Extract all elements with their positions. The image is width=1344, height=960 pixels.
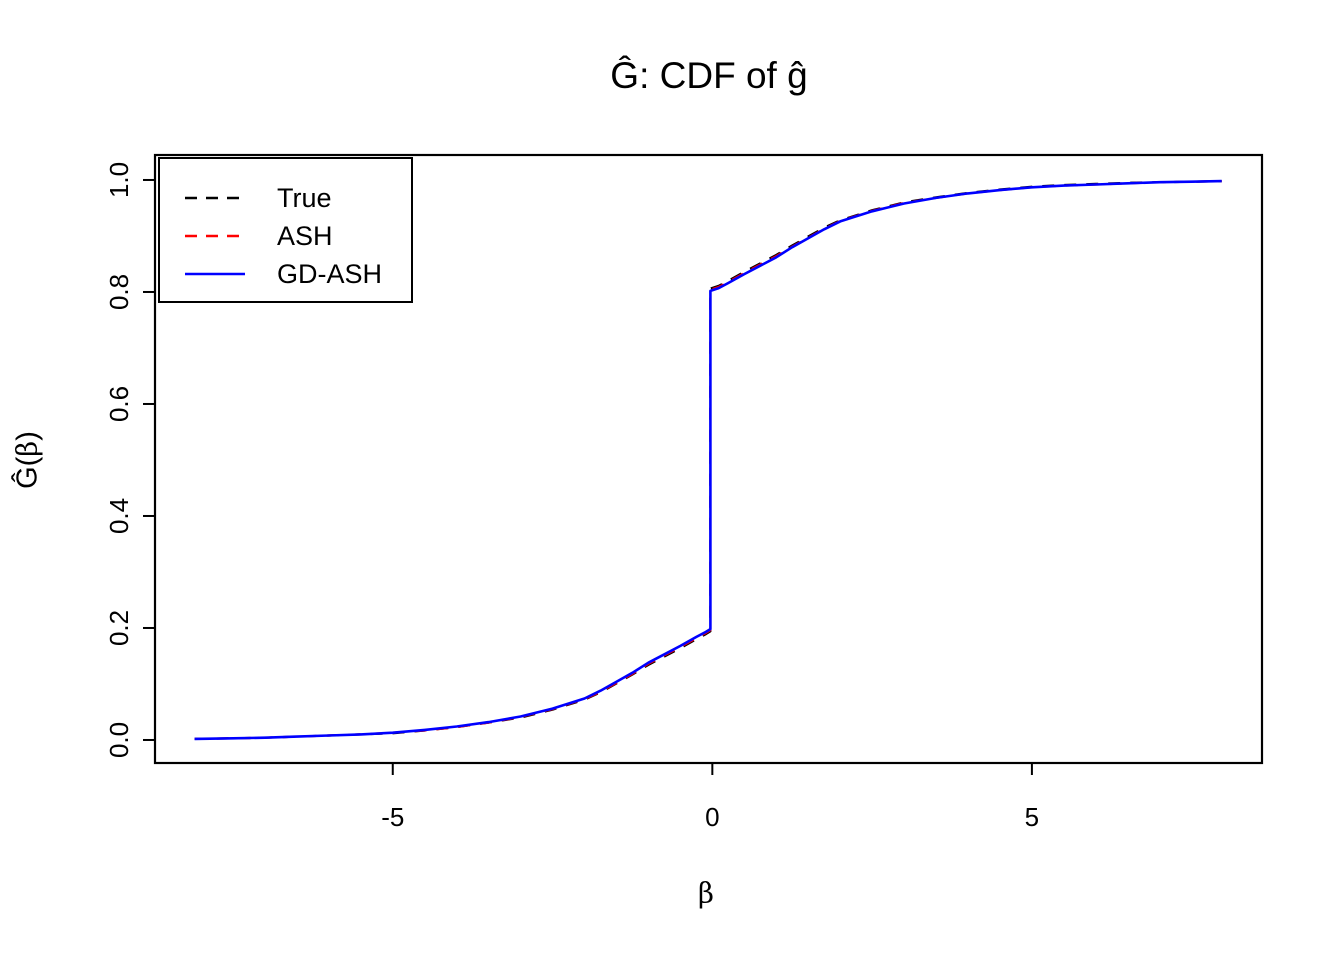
legend-item-true: True: [160, 179, 411, 217]
legend-label: GD-ASH: [277, 258, 383, 289]
legend-rows: True ASH GD-ASH: [160, 179, 411, 293]
legend-line-sample: [185, 272, 245, 276]
axis-ticks: [143, 178, 1033, 775]
y-tick-label: 0.0: [104, 722, 134, 758]
plot-box: [153, 153, 1264, 765]
legend-line-sample: [185, 234, 245, 238]
plot-frame: [153, 153, 1264, 765]
x-tick-label: 0: [705, 802, 719, 832]
x-tick-label: -5: [381, 802, 404, 832]
legend-item-gd-ash: GD-ASH: [160, 255, 411, 293]
y-tick-label: 0.6: [104, 386, 134, 422]
y-tick-label: 0.8: [104, 274, 134, 310]
beta-symbol: β: [698, 877, 714, 910]
x-axis-label: β: [698, 878, 714, 911]
legend: True ASH GD-ASH: [158, 157, 413, 303]
legend-item-ash: ASH: [160, 217, 411, 255]
cdf-curves: [194, 179, 1222, 741]
legend-label: ASH: [277, 220, 333, 251]
y-tick-label: 1.0: [104, 162, 134, 198]
legend-label: True: [277, 182, 332, 213]
y-tick-label: 0.4: [104, 498, 134, 534]
curve-gd-ash: [194, 179, 1222, 741]
y-tick-label: 0.2: [104, 610, 134, 646]
chart-title: Ĝ: CDF of ĝ: [610, 55, 808, 96]
x-tick-label: 5: [1025, 802, 1039, 832]
axis-tick-labels: -5 0 5 0.0 0.2 0.4 0.6 0.8 1.0: [104, 162, 1039, 832]
legend-line-sample: [185, 196, 245, 200]
